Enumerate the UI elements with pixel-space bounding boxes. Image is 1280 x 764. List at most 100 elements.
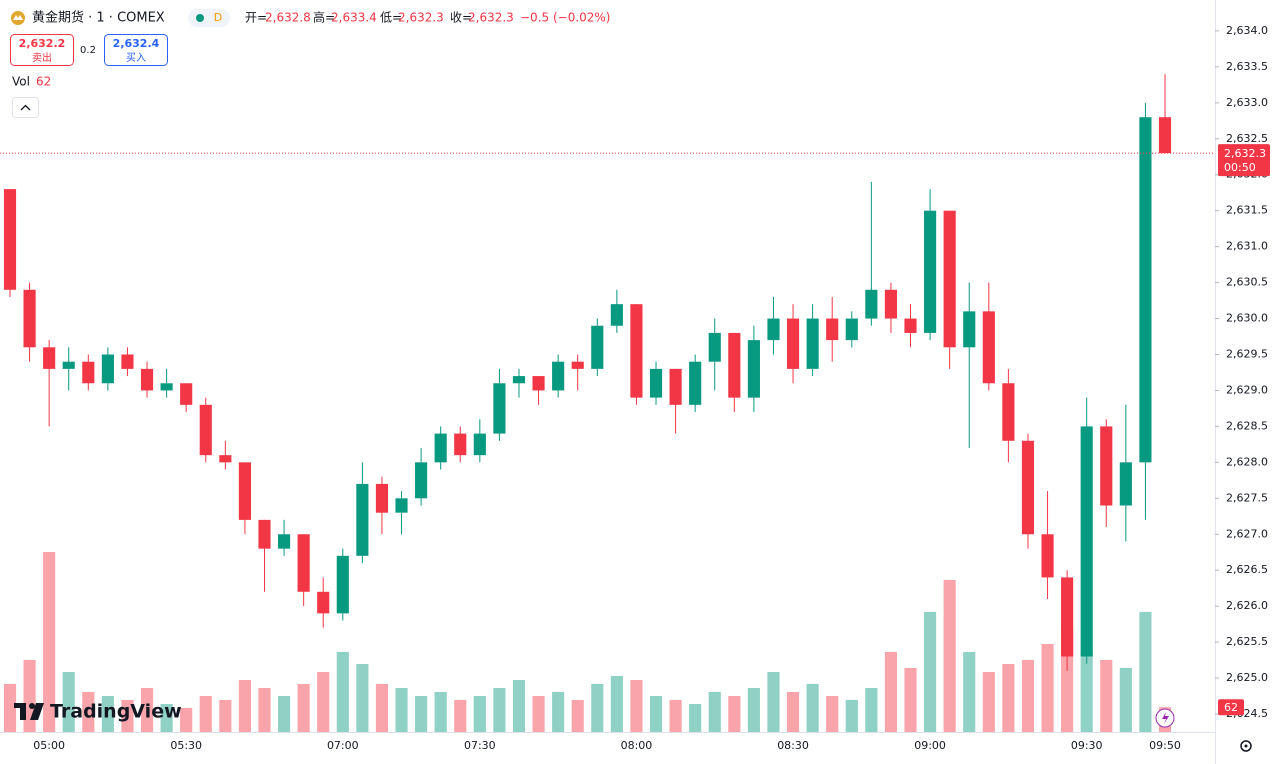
y-tick-label: 2,630.5 [1226,276,1268,289]
volume-bar [219,700,232,732]
change-value: −0.5 (−0.02%) [520,11,611,25]
x-tick-label: 09:00 [914,739,946,752]
volume-bar [395,688,408,732]
candle-body [101,354,114,384]
volume-bar [493,688,506,732]
volume-bar [199,696,212,732]
y-tick-label: 2,631.0 [1226,240,1268,253]
candle-body [786,318,800,369]
volume-bar [884,652,898,732]
settings-icon [1244,744,1248,748]
candle-body [23,289,36,348]
candle-body [1002,383,1015,441]
logo-mark [20,703,26,720]
volume-bar [1139,612,1152,732]
candle-body [689,361,702,405]
volume-bar [238,680,251,732]
volume-bar [1021,660,1035,732]
ohlc-value: 2,632.3 [398,11,444,25]
y-tick-label: 2,630.0 [1226,312,1268,325]
y-tick-label: 2,633.5 [1226,60,1268,73]
sell-price: 2,632.2 [19,37,66,50]
volume-bar [708,692,721,732]
candle-body [845,318,858,341]
volume-bar [317,672,330,732]
ohlc-value: 2,632.3 [468,11,514,25]
candle-body [924,210,937,333]
volume-bar [610,676,623,732]
collapse-icon [20,104,31,111]
settings-icon[interactable] [1240,740,1252,752]
volume-bar [258,688,271,732]
volume-bar [552,692,565,732]
volume-bar [649,696,663,732]
volume-bar [140,688,154,732]
volume-bar [356,664,369,732]
y-tick-label: 2,631.5 [1226,204,1268,217]
candle-body [1080,426,1093,657]
candle-body [415,462,428,499]
candle-body [493,383,506,434]
sell-label: 卖出 [32,51,52,64]
buy-label: 买入 [126,52,146,64]
y-tick-label: 2,628.0 [1226,455,1268,468]
candle-body [630,304,643,398]
volume-bar [845,700,858,732]
candle-body [767,318,780,341]
countdown-label: 00:50 [1224,161,1256,174]
candle-body [1100,426,1113,506]
volume-bar [1100,660,1113,732]
volume-bar [630,680,643,732]
volume-bar [512,680,526,732]
logo-mark [30,703,44,720]
candle-body [552,361,565,391]
volume-bar [375,684,389,732]
volume-bar [728,696,741,732]
volume-bar [806,684,819,732]
candle-body [395,498,408,513]
sell-button[interactable] [10,34,74,66]
y-tick-label: 2,634.0 [1226,24,1268,37]
volume-bar [473,696,486,732]
volume-tag-label: 62 [1224,701,1238,714]
candle-body [532,376,545,391]
candle-body [219,455,232,463]
volume-bar [591,684,604,732]
candle-body [669,368,682,405]
candle-body [356,483,369,556]
candle-body [1061,577,1074,657]
candle-body [1139,117,1152,463]
volume-bar [1002,664,1015,732]
ohlc-label: 低= [380,11,402,25]
ohlc-label: 高= [313,10,335,25]
volume-bar [3,684,17,732]
candle-body [160,383,173,391]
y-tick-label: 2,626.5 [1226,563,1268,576]
volume-bar [1119,668,1132,732]
candle-body [336,555,349,614]
ohlc-value: 2,632.8 [265,11,311,25]
buy-button[interactable] [104,34,168,66]
candle-body [963,311,976,348]
volume-bar [669,700,682,732]
y-tick-label: 2,625.5 [1226,635,1268,648]
volume-bar [23,660,36,732]
candle-body [82,361,95,384]
volume-bar [160,704,173,732]
candle-body [649,368,663,398]
volume-bar [747,688,760,732]
candle-body [512,376,526,384]
candle-body [3,189,17,290]
x-tick-label: 09:50 [1149,739,1181,752]
volume-bar [786,692,800,732]
symbol-title[interactable]: 黄金期货 · 1 · COMEX [32,10,165,26]
candle-body [826,318,839,341]
y-tick-label: 2,626.0 [1226,599,1268,612]
collapse-button[interactable] [12,97,39,118]
candle-body [728,332,741,398]
volume-bar [454,700,467,732]
y-tick-label: 2,633.0 [1226,96,1268,109]
x-tick-label: 05:30 [170,739,202,752]
status-pill [188,9,230,27]
